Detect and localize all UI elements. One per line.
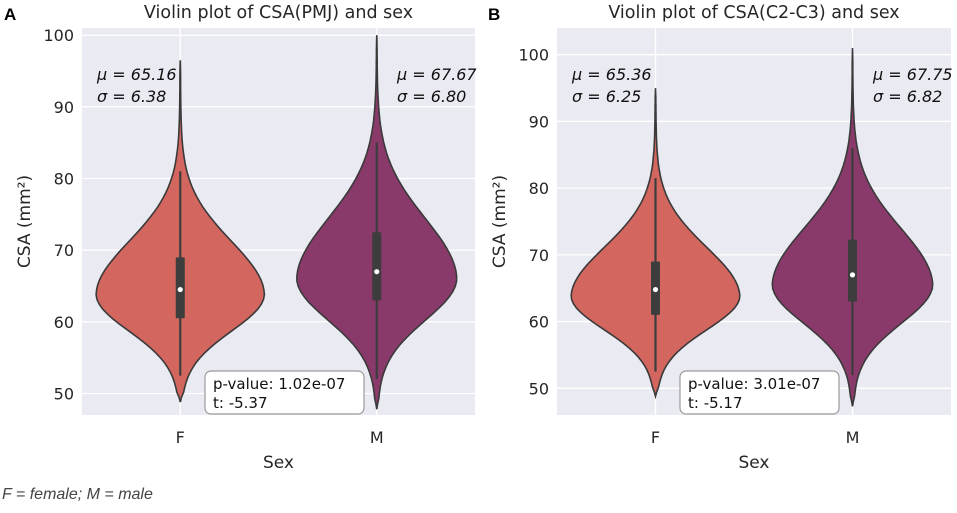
y-tick-label: 80 [54,170,74,189]
y-tick-label: 50 [529,379,549,398]
y-axis-label: CSA (mm²) [490,175,510,268]
mean-label-f: μ = 65.36 [571,65,652,84]
y-tick-label: 80 [529,179,549,198]
sd-label-f: σ = 6.25 [572,87,641,106]
iqr-box-m [372,232,382,301]
figure: A 50 60 70 80 90 100 μ = 65.16 σ = 6.38 Fμ = 67.6… [4,3,953,473]
y-tick-label: 60 [54,313,74,332]
panel-label: A [4,5,16,24]
median-dot-m [849,272,856,278]
t-stat-label: t: -5.37 [213,394,268,412]
y-axis-label: CSA (mm²) [15,175,35,268]
median-dot-f [177,286,183,293]
x-tick-label: M [846,428,860,447]
chart-panel-a: A 50 60 70 80 90 100 μ = 65.16 σ = 6.38 Fμ = 67.6… [4,3,477,473]
sd-label-m: σ = 6.80 [397,87,466,106]
y-tick-label: 60 [529,313,549,332]
chart-title: Violin plot of CSA(PMJ) and sex [144,3,413,23]
mean-label-m: μ = 67.75 [872,65,953,84]
stats-annotation-box [679,370,840,415]
x-tick-label: M [370,428,384,447]
y-tick-label: 50 [54,385,74,404]
p-value-label: p-value: 3.01e-07 [688,375,820,393]
p-value-label: p-value: 1.02e-07 [213,375,345,393]
y-tick-label: 90 [54,98,74,117]
x-axis-label: Sex [263,453,294,473]
sd-label-m: σ = 6.82 [873,87,942,106]
y-tick-label: 100 [43,26,74,45]
iqr-box-m [848,239,857,302]
x-tick-label: F [651,428,660,447]
chart-panel-b: B 50 60 70 80 90 100 μ = 65.36 σ = 6.25 Fμ = 67.7… [488,3,953,473]
t-stat-label: t: -5.17 [688,394,743,412]
x-tick-label: F [176,428,185,447]
sd-label-f: σ = 6.38 [97,87,166,106]
stats-annotation-box [204,370,365,415]
x-axis-label: Sex [738,453,769,473]
chart-title: Violin plot of CSA(C2-C3) and sex [608,3,899,23]
y-tick-label: 70 [529,246,549,265]
mean-label-m: μ = 67.67 [396,65,477,84]
median-dot-f [652,286,659,293]
y-tick-label: 70 [54,241,74,260]
y-tick-label: 100 [518,46,549,65]
y-tick-label: 90 [529,112,549,131]
panel-label: B [488,5,500,24]
mean-label-f: μ = 65.16 [96,65,177,84]
median-dot-m [374,269,380,275]
figure-caption: F = female; M = male [2,486,153,503]
